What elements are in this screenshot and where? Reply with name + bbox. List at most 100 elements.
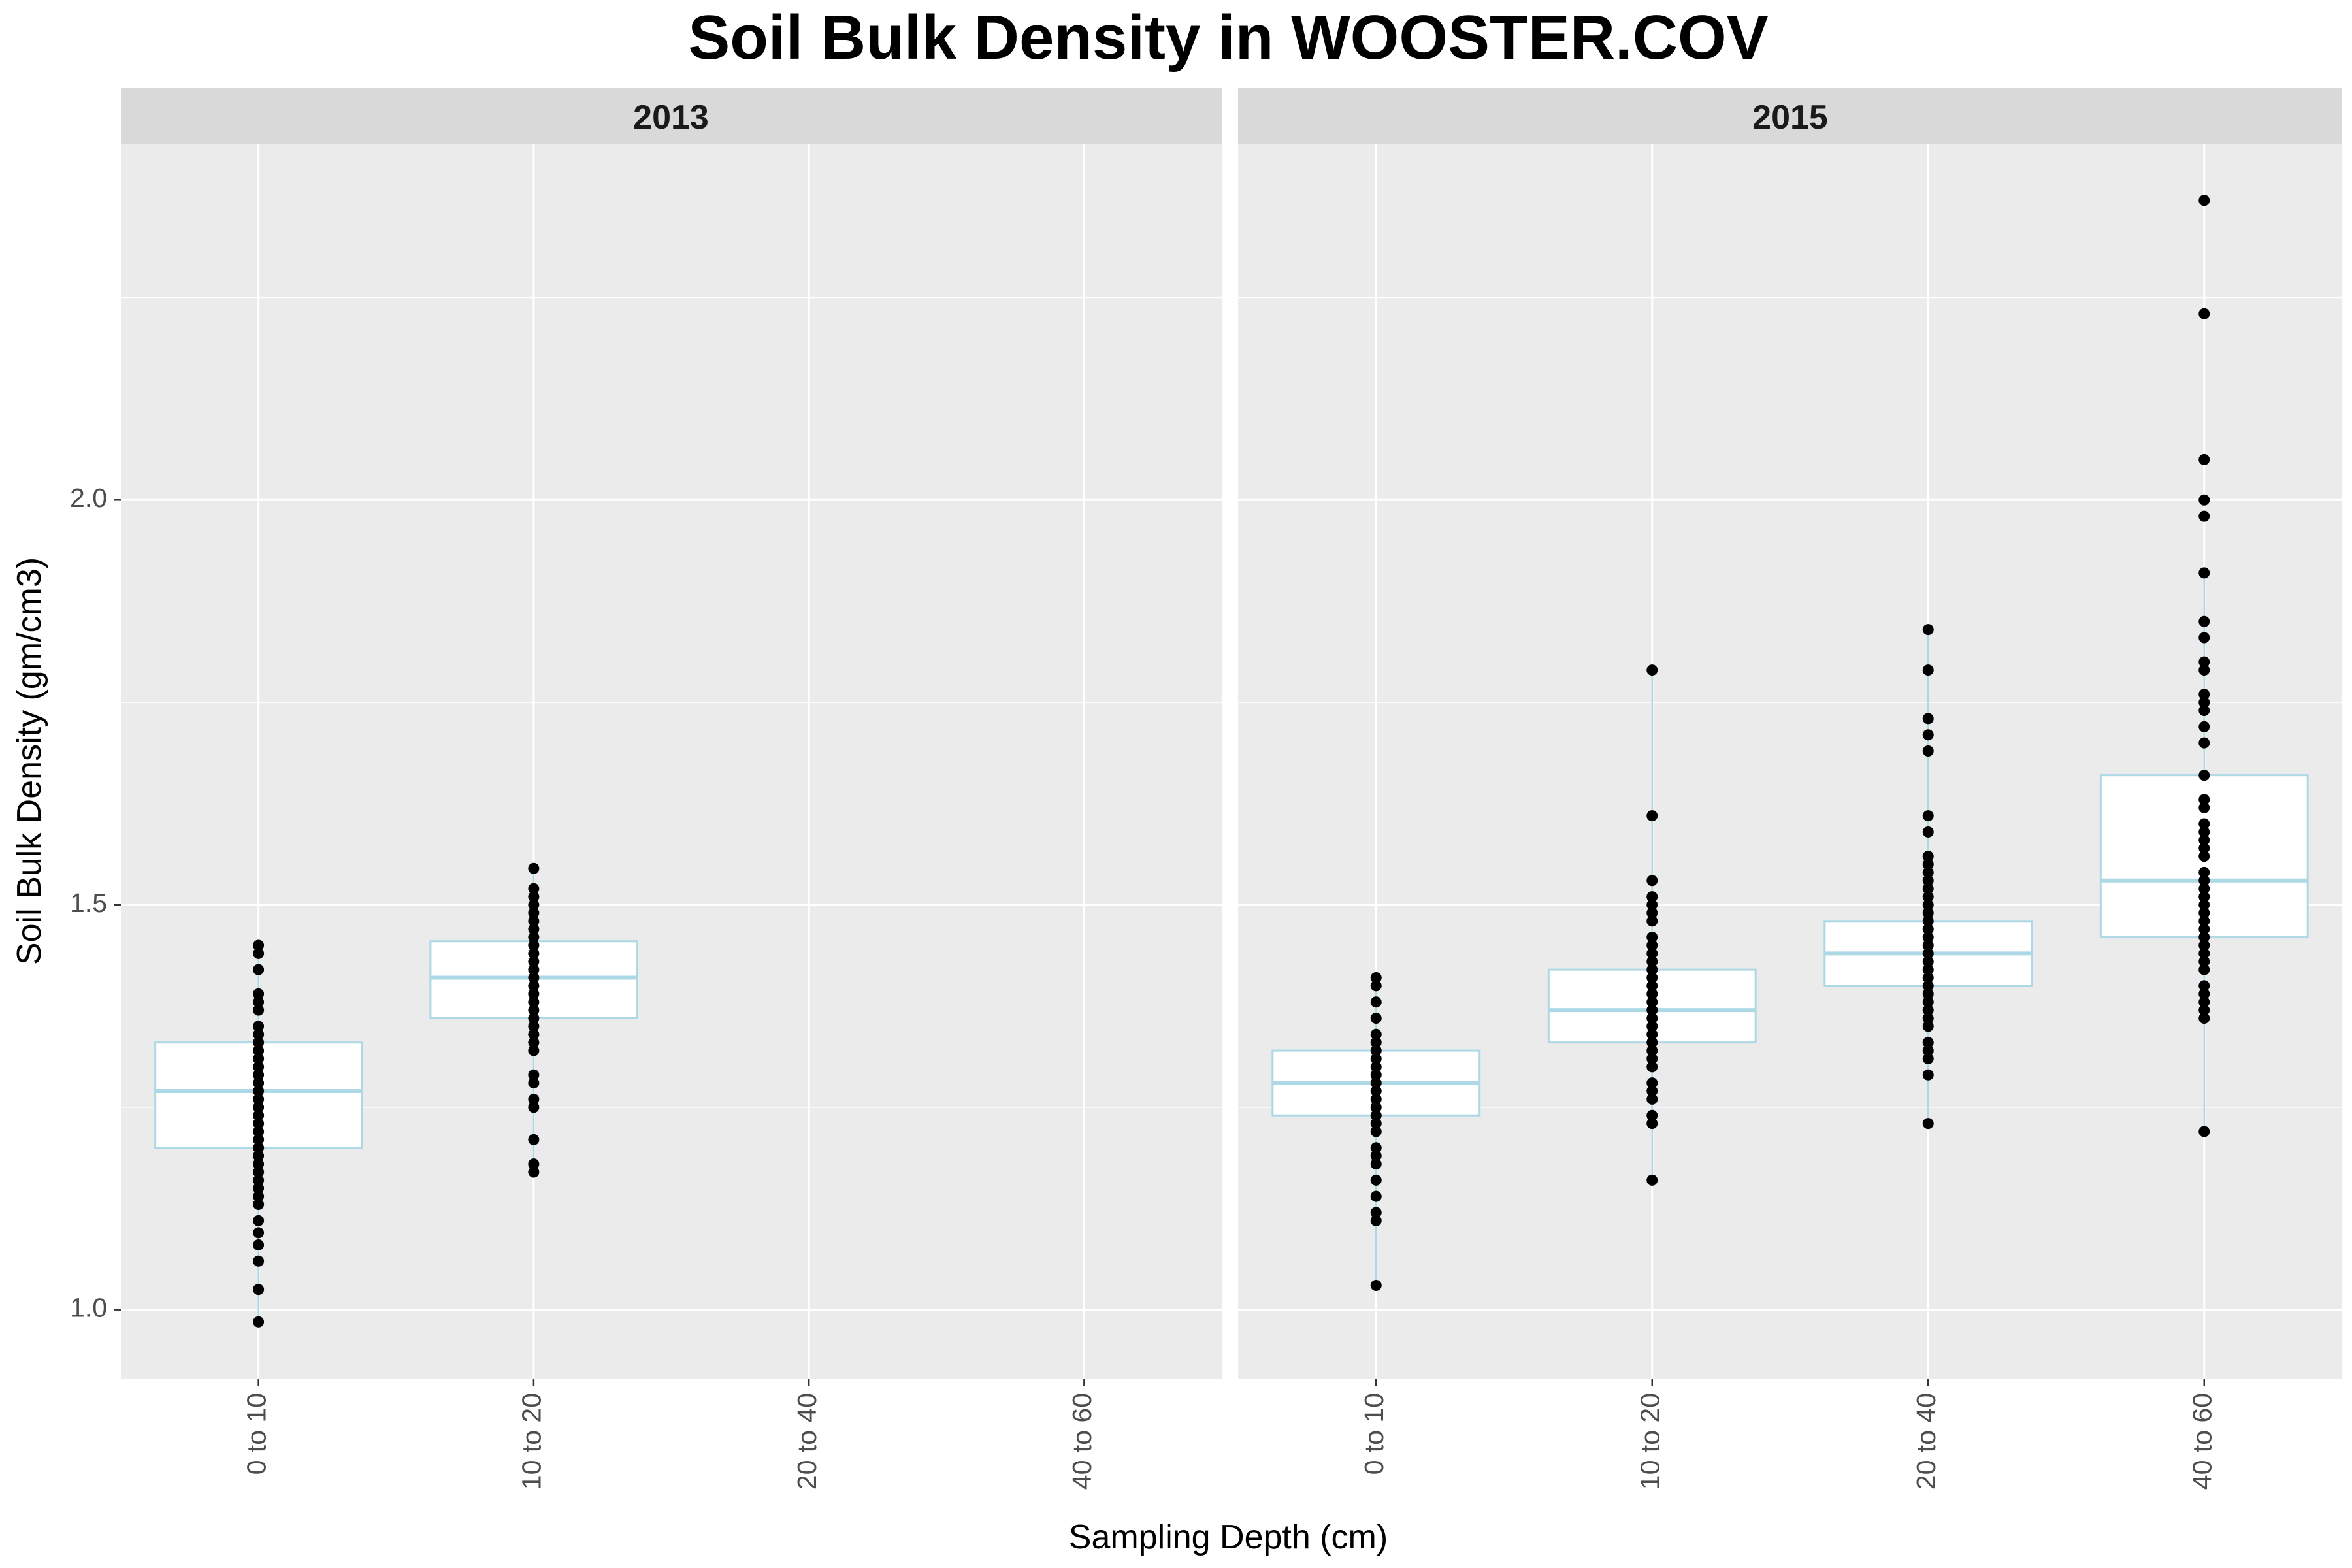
strip-label-2015: 2015: [1752, 99, 1828, 137]
data-point: [528, 996, 540, 1008]
data-point: [1922, 713, 1934, 725]
y-tick-label: 2.0: [70, 483, 107, 513]
data-point: [1370, 1190, 1382, 1202]
data-point: [1922, 923, 1934, 935]
data-point: [253, 1053, 265, 1064]
data-point: [2198, 923, 2210, 935]
data-point: [253, 964, 265, 975]
data-point: [253, 1255, 265, 1267]
data-point: [1646, 1093, 1658, 1105]
data-point: [1646, 980, 1658, 992]
data-point: [1922, 1004, 1934, 1016]
data-point: [1646, 1021, 1658, 1032]
data-point: [2198, 689, 2210, 700]
data-point: [253, 1037, 265, 1049]
x-axis-2015: 0 to 10 10 to 20 20 to 40 40 to 60: [1359, 1379, 2217, 1490]
data-point: [528, 964, 540, 975]
data-point: [1922, 988, 1934, 1000]
strip-label-2013: 2013: [633, 99, 709, 137]
data-point: [1370, 980, 1382, 992]
data-point: [1922, 729, 1934, 741]
chart-title: Soil Bulk Density in WOOSTER.COV: [688, 3, 1769, 73]
data-point: [253, 1166, 265, 1178]
data-point: [2198, 696, 2210, 708]
data-point: [253, 1239, 265, 1251]
y-tick-label: 1.5: [70, 888, 107, 918]
data-point: [1370, 1012, 1382, 1024]
data-point: [1922, 1053, 1934, 1064]
data-point: [2198, 567, 2210, 579]
data-point: [2198, 721, 2210, 732]
data-point: [2198, 939, 2210, 951]
data-point: [253, 1215, 265, 1226]
x-tick-label-10-to-20: 10 to 20: [1635, 1393, 1665, 1490]
data-point: [1922, 932, 1934, 943]
data-point: [528, 972, 540, 984]
data-point: [1370, 1061, 1382, 1073]
x-tick-label-10-to-20: 10 to 20: [517, 1393, 547, 1490]
data-point: [528, 947, 540, 959]
x-tick-label-0-to-10: 0 to 10: [241, 1393, 271, 1475]
box-40-to-60-2015: [2099, 195, 2309, 1137]
panel-background-2013: [121, 144, 1222, 1379]
data-point: [1370, 1126, 1382, 1137]
strip-2015: [1238, 88, 2342, 144]
facet-panel-2015: 2015: [1238, 88, 2342, 1379]
data-point: [2198, 826, 2210, 838]
data-point: [253, 1109, 265, 1121]
data-point: [2198, 996, 2210, 1008]
data-point: [1370, 1215, 1382, 1226]
data-point: [253, 1061, 265, 1073]
data-point: [253, 1093, 265, 1105]
data-point: [2198, 964, 2210, 975]
data-point: [1646, 947, 1658, 959]
x-tick-label-40-to-60: 40 to 60: [1067, 1393, 1097, 1490]
data-point: [528, 1004, 540, 1016]
data-point: [2198, 891, 2210, 903]
data-point: [528, 980, 540, 992]
data-point: [2198, 818, 2210, 830]
x-tick-label-20-to-40: 20 to 40: [792, 1393, 822, 1490]
data-point: [1646, 810, 1658, 822]
data-point: [1646, 972, 1658, 984]
data-point: [1646, 932, 1658, 943]
data-point: [528, 862, 540, 874]
data-point: [2198, 453, 2210, 465]
data-point: [2198, 737, 2210, 749]
data-point: [2198, 1004, 2210, 1016]
data-point: [1922, 875, 1934, 887]
data-point: [528, 1134, 540, 1145]
data-point: [528, 883, 540, 894]
data-point: [253, 1134, 265, 1145]
data-point: [1370, 1102, 1382, 1113]
data-point: [253, 1142, 265, 1154]
box-0-to-10-2013: [154, 939, 363, 1328]
data-point: [1922, 996, 1934, 1008]
box-10-to-20-2015: [1547, 664, 1757, 1186]
data-point: [528, 932, 540, 943]
data-point: [1370, 1037, 1382, 1049]
data-point: [2198, 195, 2210, 206]
box-0-to-10-2015: [1271, 972, 1481, 1291]
data-point: [253, 1085, 265, 1097]
data-point: [1646, 956, 1658, 968]
data-point: [1646, 1004, 1658, 1016]
data-point: [1922, 1069, 1934, 1081]
data-point: [1922, 1118, 1934, 1130]
data-point: [1370, 996, 1382, 1008]
data-point: [253, 1004, 265, 1016]
data-point: [1646, 1037, 1658, 1049]
x-axis-title: Sampling Depth (cm): [1069, 1518, 1388, 1556]
facet-panel-2013: 2013: [121, 88, 1222, 1379]
data-point: [1646, 1109, 1658, 1121]
data-point: [1922, 826, 1934, 838]
data-point: [528, 1028, 540, 1040]
data-point: [1646, 1053, 1658, 1064]
data-point: [1922, 883, 1934, 894]
data-point: [528, 1037, 540, 1049]
data-point: [253, 1284, 265, 1296]
data-point: [528, 988, 540, 1000]
data-point: [1370, 1069, 1382, 1081]
data-point: [1922, 915, 1934, 927]
data-point: [2198, 656, 2210, 668]
